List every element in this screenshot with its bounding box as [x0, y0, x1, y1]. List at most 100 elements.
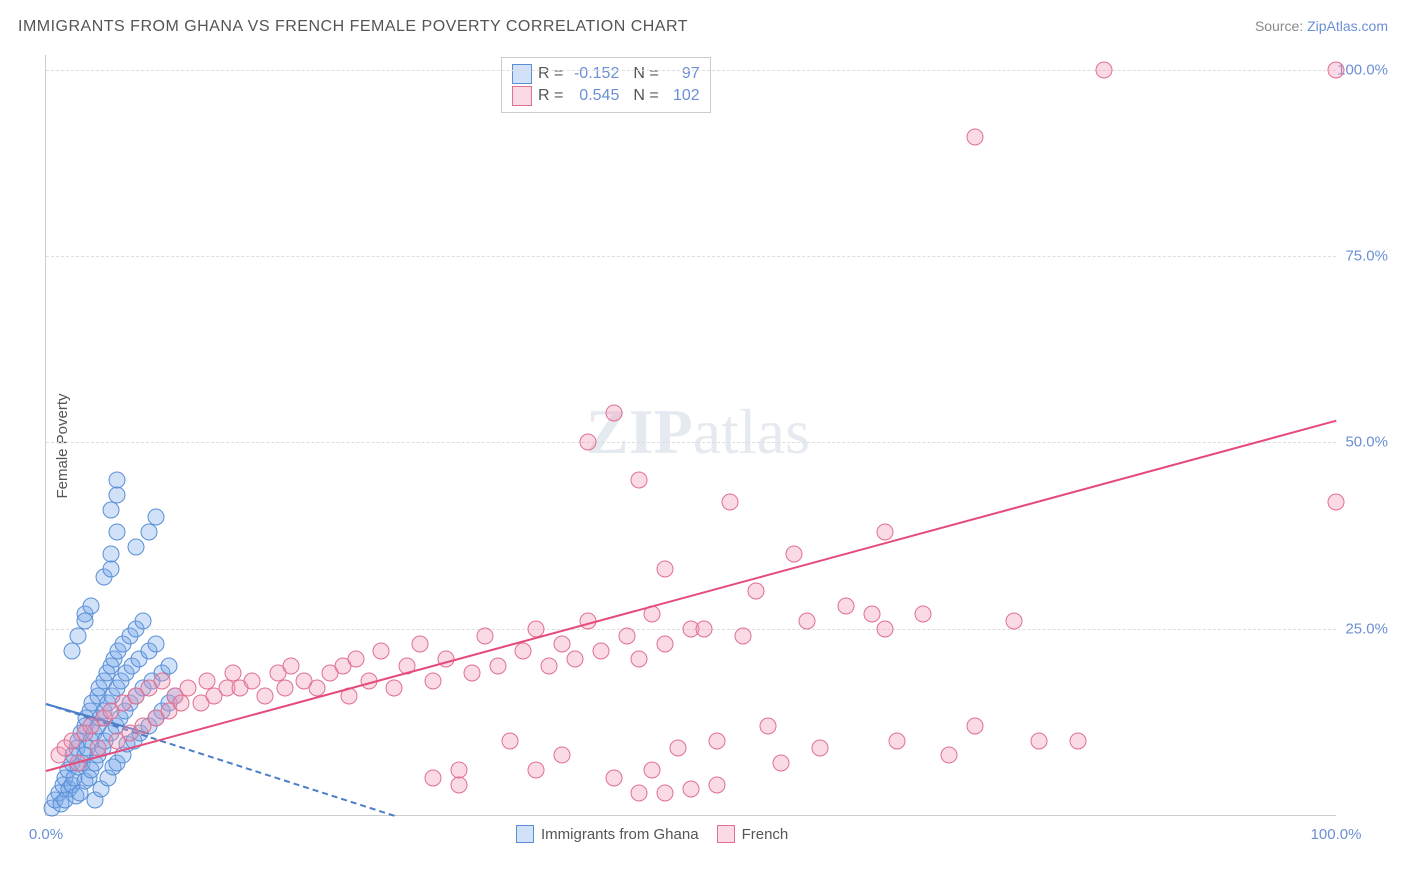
- data-point: [631, 784, 648, 801]
- data-point: [554, 635, 571, 652]
- data-point: [657, 784, 674, 801]
- stats-legend-row: R = -0.152 N = 97: [512, 64, 700, 84]
- source-attribution: Source: ZipAtlas.com: [1255, 18, 1388, 34]
- series-legend-item: Immigrants from Ghana: [516, 825, 699, 843]
- legend-r-label: R =: [538, 65, 563, 83]
- y-tick-label: 25.0%: [1345, 620, 1388, 637]
- data-point: [605, 404, 622, 421]
- data-point: [70, 628, 87, 645]
- data-point: [102, 561, 119, 578]
- data-point: [425, 769, 442, 786]
- data-point: [134, 613, 151, 630]
- legend-swatch: [512, 64, 532, 84]
- data-point: [1328, 61, 1345, 78]
- data-point: [1095, 61, 1112, 78]
- gridline: [46, 256, 1336, 257]
- data-point: [528, 762, 545, 779]
- data-point: [708, 732, 725, 749]
- data-point: [1031, 732, 1048, 749]
- data-point: [966, 128, 983, 145]
- data-point: [657, 635, 674, 652]
- legend-swatch: [516, 825, 534, 843]
- y-tick-label: 100.0%: [1337, 61, 1388, 78]
- data-point: [863, 605, 880, 622]
- data-point: [837, 598, 854, 615]
- data-point: [108, 471, 125, 488]
- data-point: [179, 680, 196, 697]
- data-point: [147, 635, 164, 652]
- legend-swatch: [512, 86, 532, 106]
- legend-n-label: N =: [633, 87, 658, 105]
- data-point: [876, 620, 893, 637]
- data-point: [941, 747, 958, 764]
- data-point: [966, 717, 983, 734]
- x-tick-label: 100.0%: [1311, 826, 1362, 843]
- data-point: [257, 687, 274, 704]
- data-point: [760, 717, 777, 734]
- series-legend: Immigrants from Ghana French: [516, 825, 788, 843]
- data-point: [683, 780, 700, 797]
- data-point: [347, 650, 364, 667]
- data-point: [102, 501, 119, 518]
- data-point: [515, 643, 532, 660]
- data-point: [1328, 494, 1345, 511]
- data-point: [554, 747, 571, 764]
- chart-title: IMMIGRANTS FROM GHANA VS FRENCH FEMALE P…: [18, 18, 688, 36]
- data-point: [128, 538, 145, 555]
- y-tick-label: 50.0%: [1345, 434, 1388, 451]
- data-point: [108, 523, 125, 540]
- legend-r-value: 0.545: [569, 87, 619, 105]
- series-legend-label: Immigrants from Ghana: [541, 826, 699, 843]
- data-point: [412, 635, 429, 652]
- data-point: [799, 613, 816, 630]
- data-point: [108, 486, 125, 503]
- data-point: [425, 672, 442, 689]
- data-point: [102, 546, 119, 563]
- legend-swatch: [717, 825, 735, 843]
- stats-legend-row: R =0.545N =102: [512, 86, 700, 106]
- data-point: [592, 643, 609, 660]
- data-point: [1005, 613, 1022, 630]
- data-point: [721, 494, 738, 511]
- source-label: Source:: [1255, 18, 1303, 34]
- data-point: [373, 643, 390, 660]
- data-point: [502, 732, 519, 749]
- data-point: [63, 643, 80, 660]
- data-point: [915, 605, 932, 622]
- data-point: [876, 523, 893, 540]
- data-point: [657, 561, 674, 578]
- data-point: [670, 739, 687, 756]
- data-point: [386, 680, 403, 697]
- gridline: [46, 442, 1336, 443]
- data-point: [747, 583, 764, 600]
- data-point: [489, 657, 506, 674]
- data-point: [618, 628, 635, 645]
- data-point: [173, 695, 190, 712]
- legend-n-value: 97: [665, 65, 700, 83]
- data-point: [276, 680, 293, 697]
- chart-container: ZIPatlas R =-0.152N =97R =0.545N =102 Im…: [45, 55, 1385, 845]
- stats-legend: R = -0.152 N = 97R = 0.545 N = 102: [501, 57, 711, 113]
- data-point: [566, 650, 583, 667]
- data-point: [644, 762, 661, 779]
- data-point: [773, 754, 790, 771]
- source-link[interactable]: ZipAtlas.com: [1307, 18, 1388, 34]
- series-legend-label: French: [742, 826, 789, 843]
- data-point: [708, 777, 725, 794]
- data-point: [695, 620, 712, 637]
- series-legend-item: French: [717, 825, 789, 843]
- data-point: [147, 508, 164, 525]
- legend-n-value: 102: [665, 87, 700, 105]
- gridline: [46, 70, 1336, 71]
- data-point: [141, 523, 158, 540]
- data-point: [450, 777, 467, 794]
- legend-n-label: N =: [633, 65, 658, 83]
- data-point: [734, 628, 751, 645]
- data-point: [812, 739, 829, 756]
- legend-r-value: -0.152: [569, 65, 619, 83]
- data-point: [786, 546, 803, 563]
- data-point: [476, 628, 493, 645]
- data-point: [631, 650, 648, 667]
- data-point: [631, 471, 648, 488]
- data-point: [154, 672, 171, 689]
